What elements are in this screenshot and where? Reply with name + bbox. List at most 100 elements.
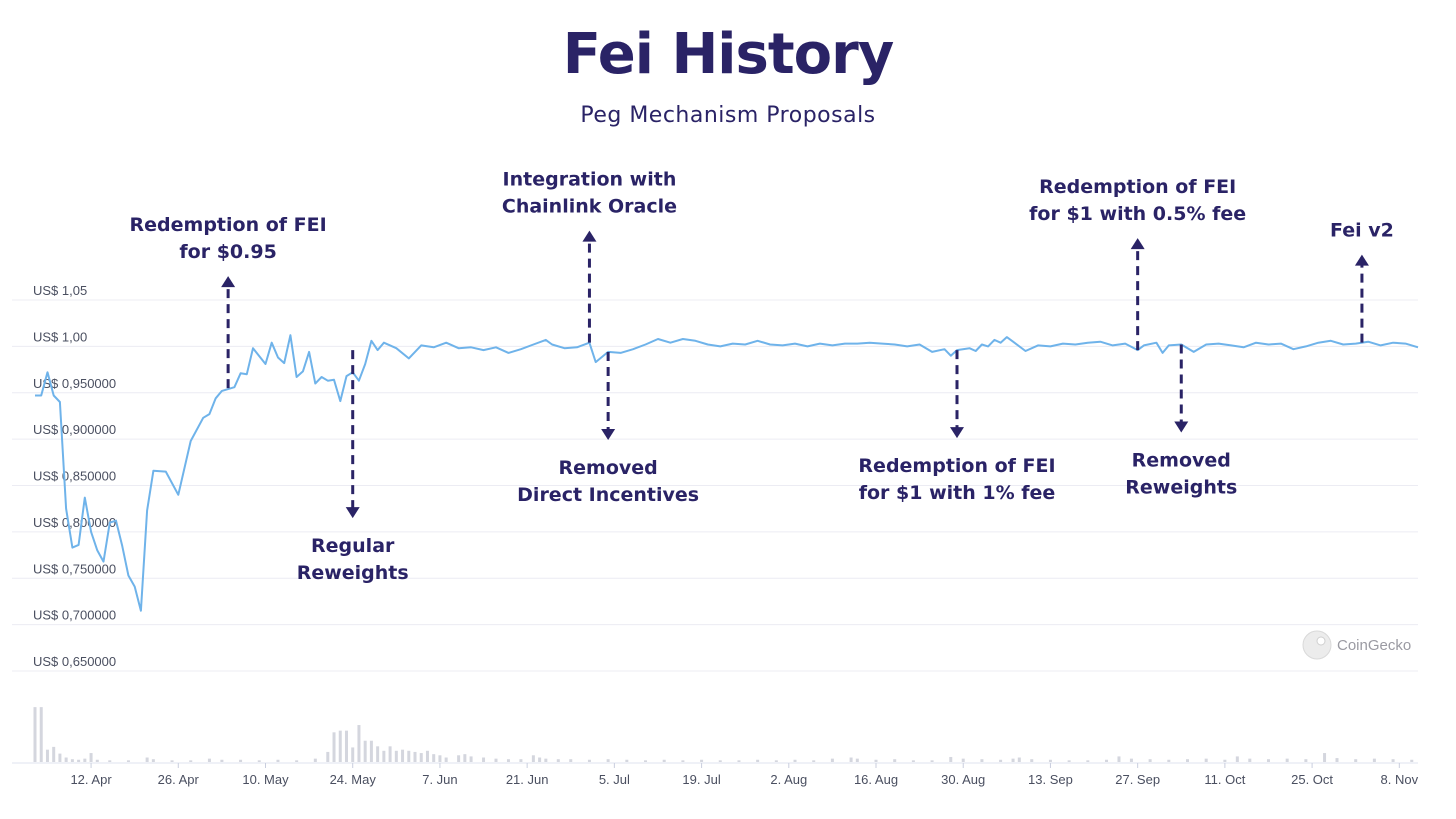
volume-bars <box>33 707 1414 762</box>
volume-bar <box>39 707 43 762</box>
volume-bar <box>145 757 149 762</box>
x-tick-label: 27. Sep <box>1115 772 1160 787</box>
volume-bar <box>419 753 423 762</box>
volume-bar <box>980 759 984 762</box>
grid-lines <box>12 299 1418 764</box>
volume-bar <box>108 760 112 762</box>
x-tick-label: 19. Jul <box>682 772 720 787</box>
volume-bar <box>45 749 49 762</box>
coingecko-watermark: CoinGecko <box>1302 630 1411 660</box>
volume-bar <box>893 759 897 762</box>
volume-bar <box>1266 759 1270 762</box>
y-tick-label: US$ 0,700000 <box>33 608 116 623</box>
arrow-head-icon <box>1130 238 1145 250</box>
volume-bar <box>444 757 448 762</box>
annotation: Removed Reweights <box>1125 344 1237 499</box>
x-tick-label: 11. Oct <box>1204 772 1245 787</box>
annotation: Integration with Chainlink Oracle <box>502 169 677 343</box>
y-tick-label: US$ 0,650000 <box>33 654 116 669</box>
volume-bar <box>58 753 62 762</box>
volume-bar <box>756 759 760 762</box>
volume-bar <box>77 759 81 762</box>
volume-bar <box>239 759 243 762</box>
volume-bar <box>326 751 330 762</box>
volume-bar <box>1335 758 1339 762</box>
annotation-label: for $1 with 0.5% fee <box>1029 203 1246 225</box>
volume-bar <box>457 755 461 762</box>
annotation-label: Removed <box>559 457 658 479</box>
x-tick-label: 5. Jul <box>599 772 630 787</box>
annotation-label: Reweights <box>297 562 409 584</box>
arrow-head-icon <box>950 427 964 439</box>
annotation-label: for $0.95 <box>179 241 276 263</box>
volume-bar <box>369 740 373 762</box>
y-tick-label: US$ 0,950000 <box>33 376 116 391</box>
y-tick-label: US$ 0,800000 <box>33 515 116 530</box>
volume-bar <box>1011 758 1015 762</box>
y-tick-label: US$ 1,05 <box>33 283 87 298</box>
annotation-label: Removed <box>1132 450 1231 472</box>
x-tick-label: 24. May <box>330 772 377 787</box>
annotation: Fei v2 <box>1330 220 1394 343</box>
volume-bar <box>793 759 797 762</box>
volume-bar <box>64 757 68 762</box>
volume-bar <box>1167 759 1171 762</box>
x-tick-label: 10. May <box>242 772 289 787</box>
annotation: Regular Reweights <box>297 350 409 584</box>
volume-bar <box>681 760 685 762</box>
volume-bar <box>1105 759 1109 762</box>
annotation-label: Redemption of FEI <box>1039 176 1236 198</box>
volume-bar <box>718 760 722 762</box>
volume-bar <box>170 760 174 762</box>
arrow-head-icon <box>1174 421 1189 433</box>
annotations: Redemption of FEI for $0.95 Regular Reweigh… <box>130 169 1394 584</box>
volume-bar <box>33 707 37 762</box>
y-tick-label: US$ 1,00 <box>33 329 87 344</box>
volume-bar <box>1086 760 1090 762</box>
volume-bar <box>587 759 591 762</box>
volume-bar <box>662 759 666 762</box>
volume-bar <box>351 747 355 762</box>
volume-bar <box>401 749 405 762</box>
volume-bar <box>1204 758 1208 762</box>
volume-bar <box>644 760 648 762</box>
volume-bar <box>220 759 224 762</box>
x-tick-label: 13. Sep <box>1028 772 1073 787</box>
volume-bar <box>1117 756 1121 762</box>
gecko-logo-icon <box>1302 630 1332 660</box>
volume-bar <box>1354 759 1358 762</box>
volume-bar <box>519 759 523 762</box>
volume-bar <box>855 758 859 762</box>
volume-bar <box>1030 759 1034 762</box>
annotation: Redemption of FEI for $0.95 <box>130 214 327 389</box>
x-tick-label: 26. Apr <box>158 772 200 787</box>
volume-bar <box>70 759 74 762</box>
volume-bar <box>625 759 629 762</box>
page-subtitle: Peg Mechanism Proposals <box>580 103 876 128</box>
volume-bar <box>774 760 778 762</box>
volume-bar <box>207 758 211 762</box>
volume-bar <box>1129 758 1133 762</box>
arrow-head-icon <box>582 230 597 242</box>
volume-bar <box>52 746 56 762</box>
volume-bar <box>276 759 280 762</box>
volume-bar <box>849 757 853 762</box>
y-tick-label: US$ 0,900000 <box>33 422 116 437</box>
volume-bar <box>95 759 99 762</box>
annotation-label: Chainlink Oracle <box>502 196 677 218</box>
volume-bar <box>432 754 436 762</box>
volume-bar <box>830 758 834 762</box>
volume-bar <box>126 760 130 762</box>
page-title: Fei History <box>562 22 894 87</box>
volume-bar <box>1223 759 1227 762</box>
volume-bar <box>737 760 741 762</box>
volume-bar <box>295 760 299 762</box>
annotation: Redemption of FEI for $1 with 0.5% fee <box>1029 176 1246 351</box>
volume-bar <box>556 759 560 762</box>
volume-bar <box>1304 759 1308 762</box>
volume-bar <box>407 750 411 762</box>
price-series-line <box>35 334 1419 612</box>
x-tick-label: 8. Nov <box>1381 772 1419 787</box>
arrow-head-icon <box>345 507 360 519</box>
